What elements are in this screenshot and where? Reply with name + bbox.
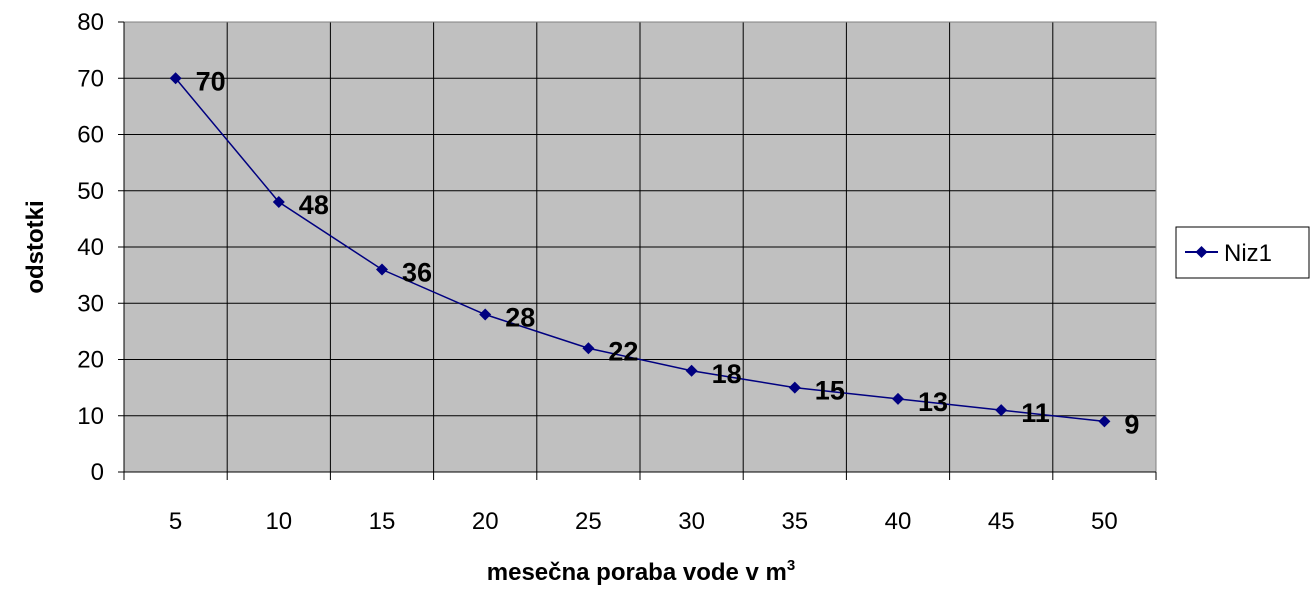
legend: Niz1	[1175, 226, 1310, 279]
x-tick-label: 10	[265, 508, 292, 535]
x-axis-title: mesečna poraba vode v m3	[487, 557, 795, 586]
data-point-marker	[892, 392, 904, 405]
data-label: 70	[196, 66, 226, 96]
x-axis-title-superscript: 3	[787, 557, 795, 574]
data-label: 9	[1124, 409, 1139, 439]
y-tick-label: 50	[77, 178, 104, 205]
y-tick-label: 80	[77, 9, 104, 36]
data-label: 15	[815, 376, 845, 406]
series-niz1	[169, 72, 1111, 428]
legend-label: Niz1	[1224, 240, 1272, 267]
x-tick-label: 40	[885, 508, 912, 535]
data-label: 11	[1021, 398, 1050, 428]
y-axis-title: odstotki	[22, 200, 49, 293]
data-point-marker	[995, 404, 1008, 417]
data-point-marker	[685, 364, 698, 377]
x-tick-label: 45	[988, 508, 1015, 535]
data-label: 28	[505, 303, 535, 333]
data-point-marker	[788, 381, 801, 394]
data-point-marker	[169, 72, 182, 85]
legend-marker-icon	[1195, 246, 1208, 258]
data-point-marker	[376, 263, 388, 276]
data-label: 48	[299, 190, 329, 220]
x-tick-label: 35	[781, 508, 808, 535]
y-tick-label: 70	[77, 65, 104, 92]
x-tick-label: 5	[169, 508, 182, 535]
data-point-marker	[582, 342, 595, 355]
y-tick-label: 40	[77, 234, 104, 261]
x-tick-label: 50	[1091, 508, 1118, 535]
y-tick-labels: 0 10 20 30 40 50 60 70 80	[77, 9, 104, 486]
data-labels: 70 48 36 28 22 18 15 13 11 9	[196, 66, 1140, 439]
y-tick-label: 0	[91, 459, 104, 486]
x-tick-label: 30	[678, 508, 705, 535]
data-label: 13	[918, 387, 948, 417]
x-tick-labels: 5 10 15 20 25 30 35 40 45 50	[169, 508, 1118, 535]
y-tick-label: 60	[77, 122, 104, 149]
axes	[118, 21, 1157, 480]
y-tick-label: 30	[77, 290, 104, 317]
x-tick-label: 15	[369, 508, 396, 535]
data-point-marker	[272, 196, 285, 208]
x-tick-label: 25	[575, 508, 602, 535]
data-label: 18	[712, 359, 742, 389]
series-line	[175, 77, 1105, 423]
y-tick-label: 20	[77, 347, 104, 374]
data-point-marker	[1098, 415, 1111, 428]
data-point-marker	[479, 308, 492, 321]
data-label: 22	[608, 336, 638, 366]
x-tick-label: 20	[472, 508, 499, 535]
y-tick-label: 10	[77, 403, 104, 430]
data-label: 36	[402, 258, 432, 288]
